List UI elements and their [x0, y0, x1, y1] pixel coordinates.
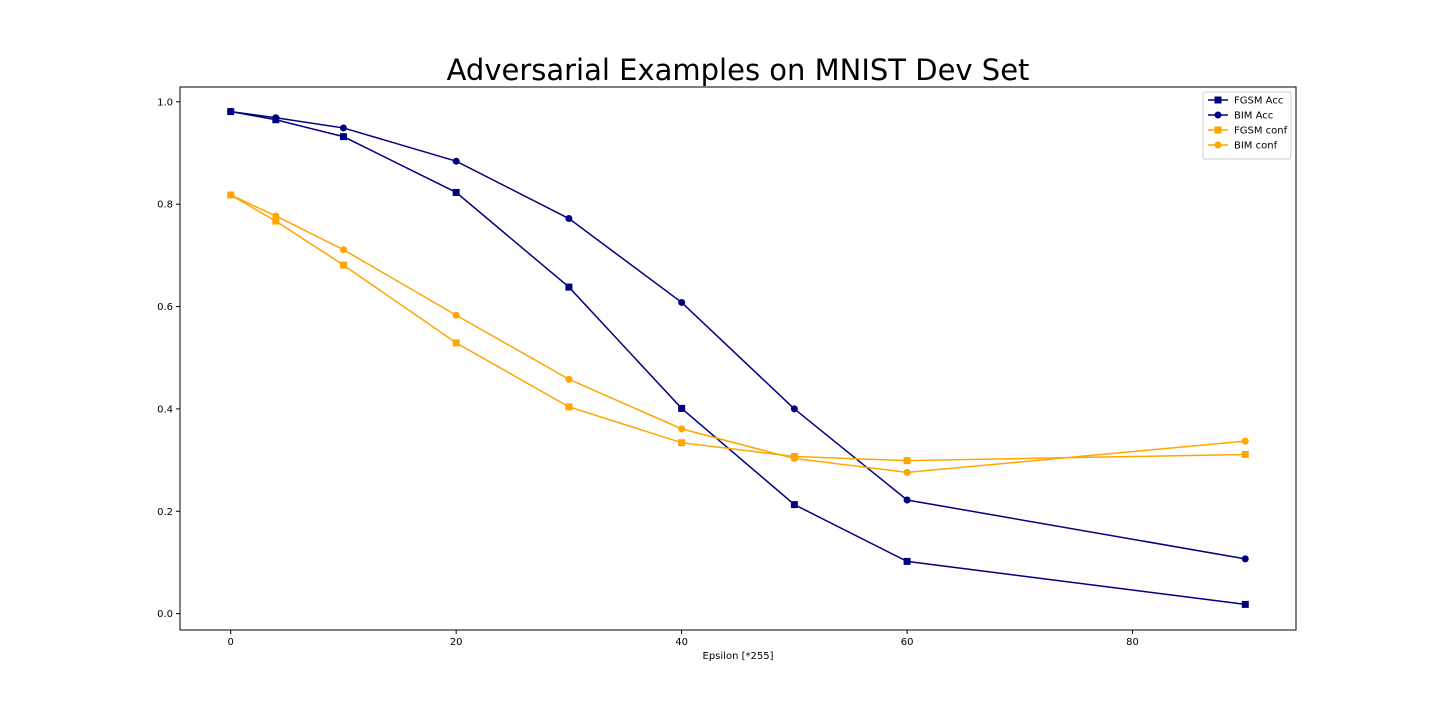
x-tick-label: 0	[228, 637, 234, 648]
data-point-marker	[272, 217, 280, 225]
data-point-marker	[1241, 555, 1249, 563]
x-tick-label: 20	[450, 637, 463, 648]
data-point-marker	[903, 468, 911, 476]
data-point-marker	[678, 439, 686, 447]
data-point-marker	[339, 261, 347, 269]
chart-title: Adversarial Examples on MNIST Dev Set	[447, 53, 1030, 87]
data-point-marker	[227, 191, 235, 199]
legend-item: BIM Acc	[1208, 111, 1273, 122]
data-point-marker	[227, 108, 235, 116]
series-line	[230, 194, 1246, 462]
data-point-marker	[790, 405, 798, 413]
data-point-marker	[339, 124, 347, 132]
data-point-marker	[452, 339, 460, 347]
series-bim-acc	[227, 108, 1249, 563]
data-point-marker	[1241, 600, 1249, 608]
legend-label: FGSM Acc	[1234, 96, 1283, 107]
data-point-marker	[565, 283, 573, 291]
legend-frame	[1202, 91, 1292, 160]
data-point-marker	[452, 157, 460, 165]
plot-area-frame	[179, 86, 1297, 631]
y-tick-label: 0.8	[157, 200, 173, 211]
series-layer	[227, 108, 1249, 608]
data-point-marker	[678, 404, 686, 412]
x-tick-label: 40	[675, 637, 688, 648]
series-line	[230, 194, 1246, 474]
data-point-marker	[903, 557, 911, 565]
data-point-marker	[903, 457, 911, 465]
legend-marker	[1214, 141, 1222, 149]
data-point-marker	[339, 246, 347, 254]
series-line	[230, 110, 1246, 606]
y-tick-label: 0.2	[157, 507, 173, 518]
data-point-marker	[1241, 437, 1249, 445]
y-tick-label: 0.0	[157, 609, 173, 620]
x-axis-ticks: 0 20 40 60 80	[228, 630, 1139, 648]
data-point-marker	[272, 212, 280, 220]
y-tick-label: 0.6	[157, 302, 173, 313]
data-point-marker	[565, 403, 573, 411]
data-point-marker	[272, 114, 280, 122]
data-point-marker	[678, 298, 686, 306]
data-point-marker	[903, 496, 911, 504]
x-axis-label: Epsilon [*255]	[703, 651, 774, 662]
legend-marker	[1214, 126, 1222, 134]
x-tick-label: 60	[901, 637, 914, 648]
legend-marker	[1214, 111, 1222, 119]
data-point-marker	[790, 455, 798, 463]
series-fgsm-conf	[227, 191, 1249, 465]
data-point-marker	[565, 375, 573, 383]
legend-label: FGSM conf	[1234, 126, 1288, 137]
data-point-marker	[339, 133, 347, 141]
data-point-marker	[452, 311, 460, 319]
legend-item: BIM conf	[1208, 141, 1278, 152]
legend-marker	[1214, 96, 1222, 104]
y-tick-label: 1.0	[157, 97, 173, 108]
y-tick-label: 0.4	[157, 404, 173, 415]
legend-label: BIM conf	[1234, 141, 1278, 152]
data-point-marker	[790, 501, 798, 509]
data-point-marker	[452, 188, 460, 196]
legend-item: FGSM Acc	[1208, 96, 1283, 107]
legend-label: BIM Acc	[1234, 111, 1273, 122]
x-tick-label: 80	[1126, 637, 1139, 648]
legend: FGSM Acc BIM Acc FGSM conf BIM conf	[1202, 91, 1292, 160]
y-axis-ticks: 0.0 0.2 0.4 0.6 0.8 1.0	[157, 97, 180, 620]
data-point-marker	[565, 215, 573, 223]
data-point-marker	[678, 425, 686, 433]
legend-item: FGSM conf	[1208, 126, 1288, 137]
series-line	[230, 110, 1246, 560]
data-point-marker	[1241, 450, 1249, 458]
series-bim-conf	[227, 191, 1249, 476]
